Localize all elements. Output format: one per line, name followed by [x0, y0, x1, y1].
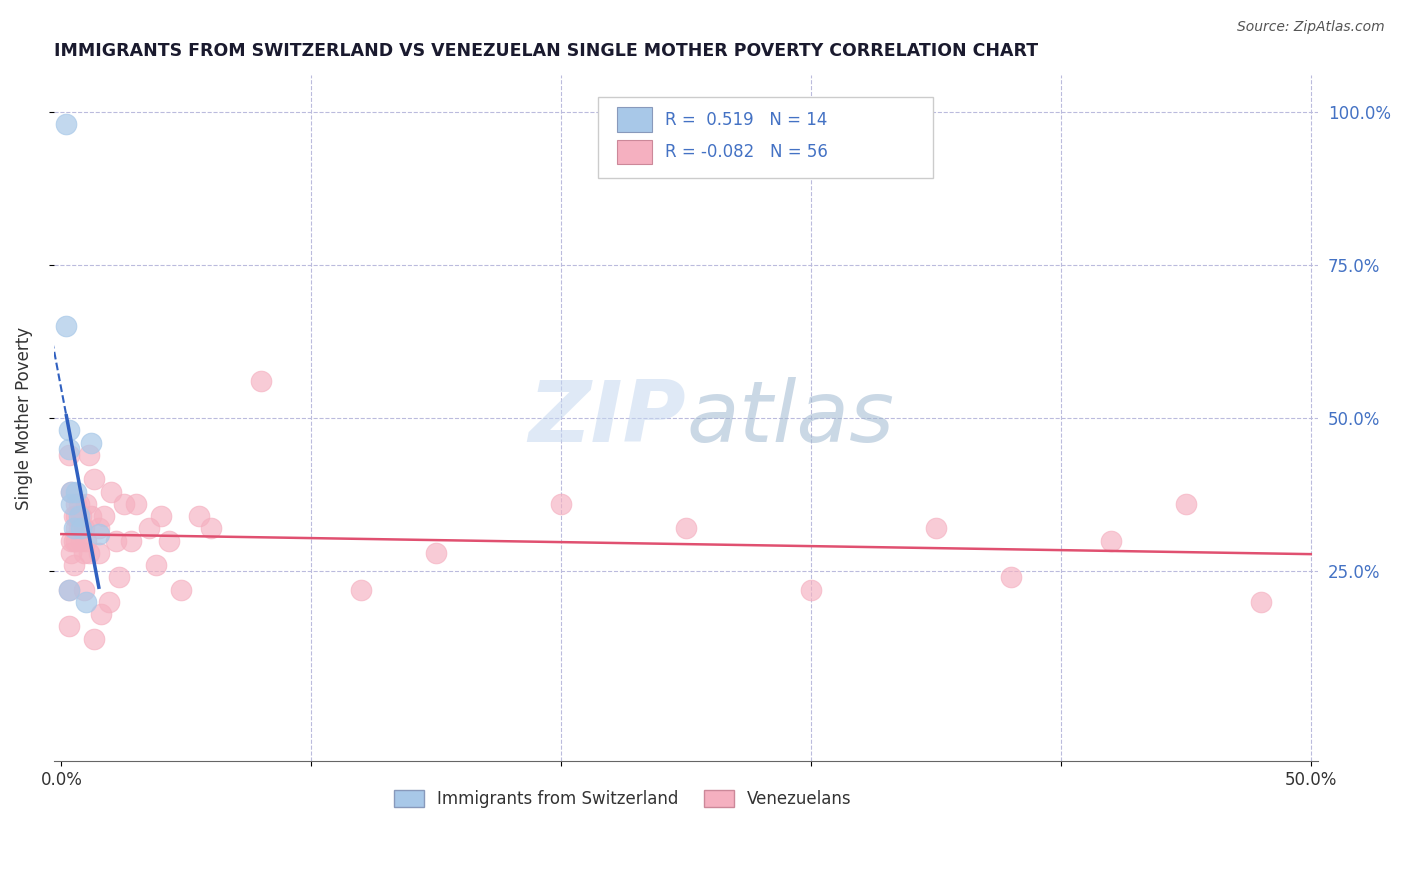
Point — [107, 570, 129, 584]
Point — [1174, 497, 1197, 511]
Point — [125, 497, 148, 511]
Point — [138, 521, 160, 535]
Point — [100, 484, 122, 499]
Point — [55, 319, 77, 334]
Point — [58, 423, 80, 437]
Point — [150, 509, 173, 524]
Point — [87, 527, 110, 541]
Legend: Immigrants from Switzerland, Venezuelans: Immigrants from Switzerland, Venezuelans — [387, 783, 858, 814]
Point — [925, 521, 948, 535]
Point — [83, 632, 105, 646]
Point — [75, 595, 97, 609]
Point — [97, 595, 120, 609]
Text: R =  0.519   N = 14: R = 0.519 N = 14 — [665, 111, 827, 128]
Point — [83, 472, 105, 486]
FancyBboxPatch shape — [616, 140, 652, 164]
Point — [157, 533, 180, 548]
Point — [65, 521, 87, 535]
Point — [550, 497, 572, 511]
Point — [170, 582, 193, 597]
Point — [65, 509, 87, 524]
Point — [112, 497, 135, 511]
Point — [87, 546, 110, 560]
Point — [60, 484, 83, 499]
Point — [73, 521, 96, 535]
Point — [70, 509, 93, 524]
Point — [1250, 595, 1272, 609]
FancyBboxPatch shape — [616, 107, 652, 132]
Point — [58, 582, 80, 597]
Point — [58, 448, 80, 462]
Point — [80, 509, 103, 524]
Point — [105, 533, 128, 548]
Point — [90, 607, 112, 621]
Point — [93, 509, 115, 524]
Point — [70, 533, 93, 548]
Point — [63, 521, 86, 535]
Text: atlas: atlas — [686, 376, 894, 459]
Point — [75, 497, 97, 511]
Point — [73, 546, 96, 560]
Text: R = -0.082   N = 56: R = -0.082 N = 56 — [665, 143, 828, 161]
Point — [60, 546, 83, 560]
Point — [77, 546, 100, 560]
Point — [63, 533, 86, 548]
Point — [75, 533, 97, 548]
Point — [73, 582, 96, 597]
Point — [60, 497, 83, 511]
Point — [55, 117, 77, 131]
Point — [60, 484, 83, 499]
Point — [67, 509, 90, 524]
Point — [67, 497, 90, 511]
Point — [425, 546, 447, 560]
Point — [80, 435, 103, 450]
FancyBboxPatch shape — [598, 97, 932, 178]
Point — [200, 521, 222, 535]
Point — [65, 484, 87, 499]
Point — [65, 497, 87, 511]
Point — [65, 533, 87, 548]
Point — [675, 521, 697, 535]
Point — [77, 448, 100, 462]
Point — [60, 533, 83, 548]
Point — [350, 582, 373, 597]
Point — [87, 521, 110, 535]
Point — [58, 442, 80, 456]
Text: IMMIGRANTS FROM SWITZERLAND VS VENEZUELAN SINGLE MOTHER POVERTY CORRELATION CHAR: IMMIGRANTS FROM SWITZERLAND VS VENEZUELA… — [53, 42, 1038, 60]
Text: Source: ZipAtlas.com: Source: ZipAtlas.com — [1237, 20, 1385, 34]
Y-axis label: Single Mother Poverty: Single Mother Poverty — [15, 326, 32, 509]
Text: ZIP: ZIP — [529, 376, 686, 459]
Point — [63, 509, 86, 524]
Point — [63, 558, 86, 573]
Point — [67, 521, 90, 535]
Point — [145, 558, 167, 573]
Point — [1000, 570, 1022, 584]
Point — [800, 582, 823, 597]
Point — [70, 521, 93, 535]
Point — [1099, 533, 1122, 548]
Point — [58, 619, 80, 633]
Point — [187, 509, 209, 524]
Point — [250, 375, 273, 389]
Point — [58, 582, 80, 597]
Point — [120, 533, 142, 548]
